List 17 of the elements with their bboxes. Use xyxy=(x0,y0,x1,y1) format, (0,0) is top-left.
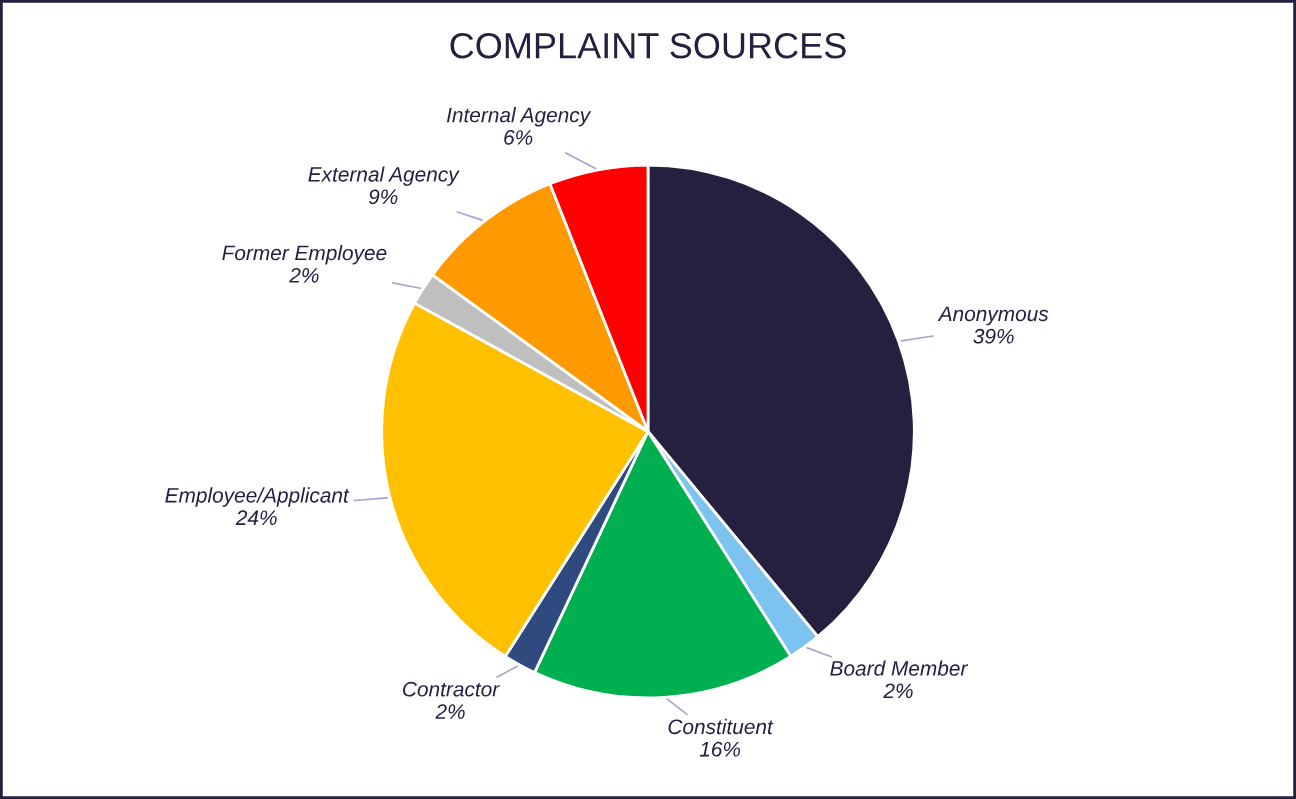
slice-label: Employee/Applicant xyxy=(165,487,350,507)
data-label: 24% xyxy=(235,510,277,526)
data-label: 2% xyxy=(435,704,465,719)
slice-label: External Agency xyxy=(308,166,460,186)
slice-label: Constituent xyxy=(668,718,774,735)
data-label: 16% xyxy=(699,741,741,757)
slice-label: Former Employee xyxy=(222,244,387,265)
slice-label: Board Member xyxy=(830,660,969,676)
slice-label: Anonymous xyxy=(937,306,1049,326)
data-label: 6% xyxy=(504,130,533,145)
slice-label: Internal Agency xyxy=(446,107,592,127)
data-label: 9% xyxy=(368,189,398,205)
slice-label: Contractor xyxy=(403,681,500,697)
data-label: 2% xyxy=(883,683,913,699)
data-label: 2% xyxy=(289,267,319,283)
chart-title: COMPLAINT SOURCES xyxy=(450,32,846,59)
data-label: 39% xyxy=(973,328,1014,344)
